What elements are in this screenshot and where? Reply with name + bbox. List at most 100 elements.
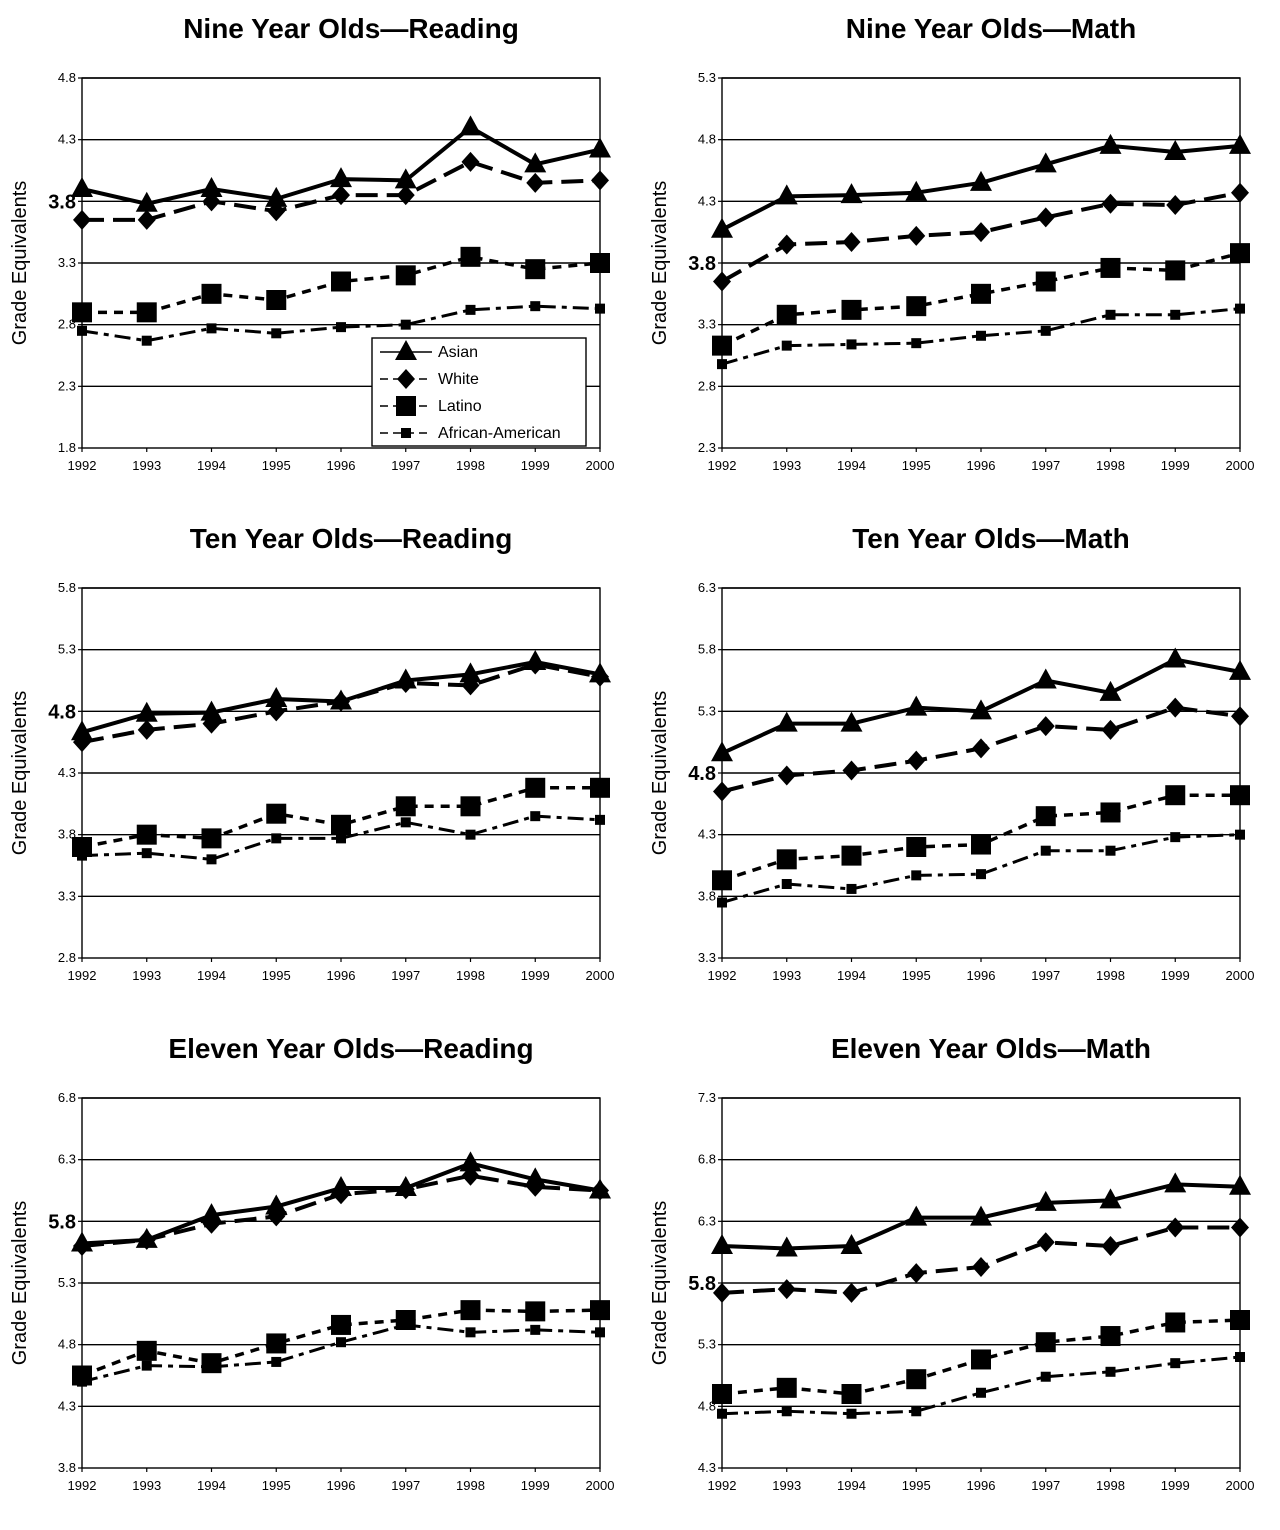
data-point-asian <box>1099 133 1122 154</box>
data-point-asian <box>775 184 798 205</box>
data-point-african-american <box>781 879 792 889</box>
data-point-african-american <box>595 1327 605 1338</box>
chart-title: Eleven Year Olds—Math <box>831 1033 1151 1064</box>
y-tick-label: 5.8 <box>48 1211 76 1233</box>
legend-label: Latino <box>438 398 482 415</box>
data-point-african-american <box>1040 1371 1051 1382</box>
y-tick-label: 4.3 <box>58 132 76 147</box>
x-tick-label: 1993 <box>772 968 801 983</box>
x-tick-label: 1997 <box>1031 968 1060 983</box>
data-point-asian <box>265 1194 288 1215</box>
data-point-white <box>972 222 990 243</box>
x-tick-label: 1996 <box>967 968 996 983</box>
y-tick-label: 3.8 <box>48 191 76 213</box>
legend-marker <box>396 396 416 416</box>
legend-marker <box>395 340 417 360</box>
x-tick-label: 1997 <box>391 458 420 473</box>
y-axis-label: Grade Equivalents <box>649 691 671 856</box>
data-point-african-american <box>400 817 411 828</box>
data-point-latino <box>1230 785 1250 806</box>
data-point-white <box>332 1184 350 1205</box>
data-point-asian <box>840 183 863 204</box>
x-tick-label: 1996 <box>327 968 356 983</box>
x-tick-label: 1996 <box>327 458 356 473</box>
y-tick-label: 2.3 <box>58 378 76 393</box>
y-tick-label: 6.8 <box>698 1152 716 1167</box>
data-point-latino <box>776 849 797 870</box>
y-tick-label: 2.8 <box>58 950 76 965</box>
data-point-white <box>396 672 415 693</box>
line-chart: Eleven Year Olds—Reading Grade Equivalent… <box>9 1033 614 1493</box>
data-point-african-american <box>206 323 217 334</box>
y-tick-label: 4.8 <box>58 70 76 85</box>
chart-title: Nine Year Olds—Math <box>846 13 1136 44</box>
data-point-asian <box>970 1205 992 1226</box>
data-point-latino <box>841 1384 862 1404</box>
y-tick-label: 5.3 <box>58 642 76 657</box>
data-point-asian <box>1164 140 1187 160</box>
data-point-african-american <box>911 338 922 349</box>
data-point-latino <box>776 304 797 325</box>
legend-label: White <box>438 371 479 388</box>
series-line-african-american <box>721 833 1241 904</box>
data-point-asian <box>1164 647 1187 668</box>
y-tick-label: 4.8 <box>58 1337 76 1352</box>
data-point-asian <box>840 1234 863 1254</box>
data-point-african-american <box>846 1408 857 1419</box>
data-point-african-american <box>530 1324 541 1335</box>
data-point-african-american <box>1170 832 1181 843</box>
data-point-african-american <box>717 359 727 370</box>
data-point-latino <box>1165 1312 1186 1333</box>
y-tick-label: 6.8 <box>58 1090 76 1105</box>
data-point-white <box>972 1256 990 1277</box>
data-point-latino <box>712 1384 732 1404</box>
data-point-white <box>73 732 91 753</box>
data-point-white <box>461 151 480 172</box>
data-point-latino <box>136 1340 157 1361</box>
x-tick-label: 1993 <box>132 1478 161 1493</box>
data-point-african-american <box>206 1361 217 1372</box>
y-tick-label: 4.3 <box>698 827 716 842</box>
data-point-latino <box>1100 1326 1121 1347</box>
chart-panel-nine-math: Nine Year Olds—Math Grade Equivalents 2.3 2… <box>640 0 1280 510</box>
data-point-latino <box>1035 1332 1056 1353</box>
data-point-white <box>332 691 350 712</box>
y-axis-label: Grade Equivalents <box>9 691 31 856</box>
data-point-latino <box>906 1369 927 1390</box>
y-tick-label: 3.3 <box>698 950 716 965</box>
data-point-african-american <box>846 883 857 894</box>
data-point-asian <box>1099 1188 1122 1209</box>
data-point-latino <box>331 271 351 292</box>
data-point-asian <box>711 217 733 238</box>
line-chart: Nine Year Olds—Math Grade Equivalents 2.3 2… <box>649 13 1255 473</box>
chart-panel-ten-math: Ten Year Olds—Math Grade Equivalents 3.3 3.… <box>640 510 1280 1020</box>
data-point-white <box>972 738 990 759</box>
data-point-african-american <box>976 1387 986 1398</box>
data-point-latino <box>841 845 862 866</box>
y-tick-label: 4.8 <box>698 132 716 147</box>
y-tick-label: 2.8 <box>58 317 76 332</box>
data-point-asian <box>1034 152 1057 173</box>
data-point-asian <box>265 186 288 207</box>
x-tick-label: 1995 <box>262 458 291 473</box>
y-tick-label: 2.3 <box>698 440 716 455</box>
x-tick-label: 1998 <box>1096 968 1125 983</box>
series-line-latino <box>81 786 600 849</box>
x-tick-label: 1995 <box>902 458 931 473</box>
data-point-african-american <box>77 325 87 336</box>
data-point-white <box>202 713 221 734</box>
y-tick-label: 5.3 <box>698 703 716 718</box>
data-point-asian <box>1229 133 1251 154</box>
x-tick-label: 2000 <box>1226 458 1255 473</box>
data-point-asian <box>71 720 93 741</box>
line-chart: Ten Year Olds—Math Grade Equivalents 3.3 3.… <box>649 523 1254 983</box>
data-point-asian <box>970 699 992 720</box>
y-tick-label: 2.8 <box>698 378 716 393</box>
y-tick-label: 6.3 <box>698 1213 716 1228</box>
y-tick-label: 4.8 <box>48 701 76 723</box>
data-point-asian <box>524 152 547 173</box>
data-point-african-american <box>1235 303 1245 314</box>
data-point-white <box>713 781 731 802</box>
data-point-white <box>526 172 545 193</box>
data-point-african-american <box>781 1406 792 1417</box>
